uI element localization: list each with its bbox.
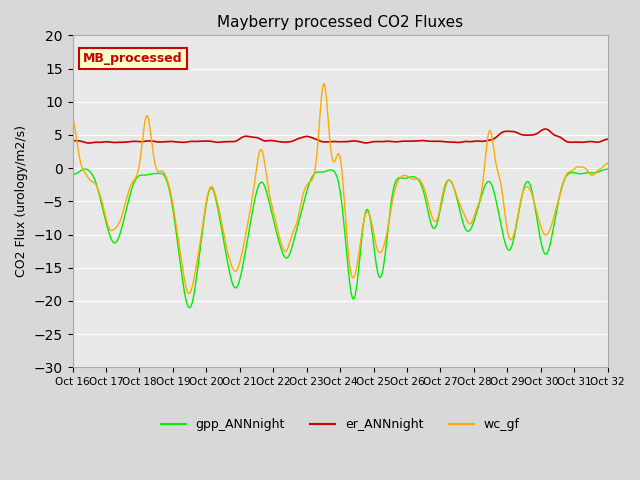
er_ANNnight	[541, 126, 549, 132]
gpp_ANNnight	[81, 166, 89, 172]
wc_gf	[68, 116, 76, 122]
er_ANNnight	[68, 138, 76, 144]
gpp_ANNnight	[68, 171, 76, 177]
er_ANNnight	[236, 136, 244, 142]
wc_gf	[396, 175, 404, 181]
er_ANNnight	[557, 135, 564, 141]
gpp_ANNnight	[186, 305, 194, 311]
Line: gpp_ANNnight: gpp_ANNnight	[72, 169, 608, 308]
gpp_ANNnight	[237, 270, 245, 276]
er_ANNnight	[84, 140, 92, 146]
er_ANNnight	[463, 139, 471, 144]
Y-axis label: CO2 Flux (urology/m2/s): CO2 Flux (urology/m2/s)	[15, 125, 28, 277]
wc_gf	[464, 219, 472, 225]
wc_gf	[557, 190, 564, 195]
Text: MB_processed: MB_processed	[83, 52, 183, 65]
wc_gf	[185, 290, 193, 296]
er_ANNnight	[369, 139, 377, 144]
Legend: gpp_ANNnight, er_ANNnight, wc_gf: gpp_ANNnight, er_ANNnight, wc_gf	[156, 413, 525, 436]
gpp_ANNnight	[296, 213, 304, 218]
gpp_ANNnight	[604, 166, 612, 172]
wc_gf	[371, 233, 378, 239]
Line: wc_gf: wc_gf	[72, 84, 608, 293]
gpp_ANNnight	[371, 246, 378, 252]
wc_gf	[296, 209, 303, 215]
er_ANNnight	[395, 139, 403, 144]
gpp_ANNnight	[396, 175, 404, 180]
Title: Mayberry processed CO2 Fluxes: Mayberry processed CO2 Fluxes	[217, 15, 463, 30]
wc_gf	[320, 81, 328, 86]
er_ANNnight	[296, 135, 303, 141]
er_ANNnight	[604, 136, 612, 142]
Line: er_ANNnight: er_ANNnight	[72, 129, 608, 143]
gpp_ANNnight	[557, 188, 564, 194]
wc_gf	[604, 160, 612, 166]
gpp_ANNnight	[464, 228, 472, 234]
wc_gf	[236, 258, 244, 264]
